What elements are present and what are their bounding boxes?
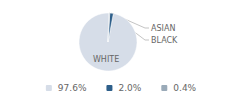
svg-text:97.6%: 97.6%: [58, 83, 87, 93]
svg-text:2.0%: 2.0%: [118, 83, 141, 93]
svg-text:WHITE: WHITE: [93, 55, 119, 64]
svg-text:BLACK: BLACK: [151, 36, 178, 45]
svg-text:ASIAN: ASIAN: [151, 24, 175, 33]
svg-text:0.4%: 0.4%: [173, 83, 196, 93]
